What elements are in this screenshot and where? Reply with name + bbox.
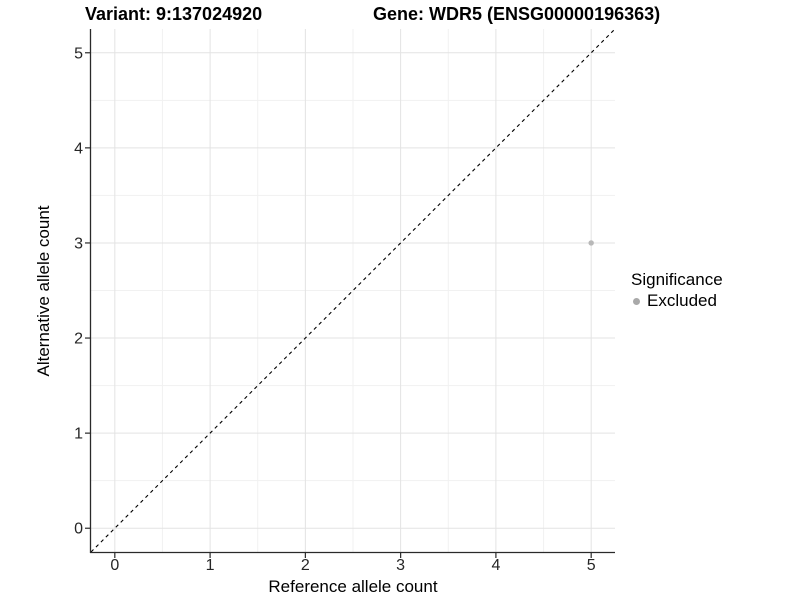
plot-title-gene: Gene: WDR5 (ENSG00000196363) <box>373 4 661 24</box>
legend-item-excluded: Excluded <box>631 291 723 311</box>
legend: Significance Excluded <box>631 270 723 311</box>
identity-line <box>90 28 616 553</box>
y-tick-label: 0 <box>74 521 83 538</box>
plot-title-variant: Variant: 9:137024920 <box>85 4 263 24</box>
legend-key-dot-icon <box>633 297 640 305</box>
legend-title: Significance <box>631 270 723 289</box>
y-tick-label: 5 <box>74 45 83 62</box>
y-tick-label: 3 <box>74 235 83 252</box>
data-point <box>588 240 594 246</box>
y-axis-title: Alternative allele count <box>34 205 53 377</box>
x-tick-label: 0 <box>110 557 119 574</box>
x-tick-label: 3 <box>396 557 405 574</box>
y-tick-label: 4 <box>74 140 83 157</box>
y-tick-label: 1 <box>74 426 83 443</box>
x-tick-label: 2 <box>301 557 310 574</box>
x-tick-label: 4 <box>491 557 500 574</box>
x-axis-title: Reference allele count <box>268 577 438 596</box>
y-tick-label: 2 <box>74 331 83 348</box>
x-tick-label: 1 <box>206 557 215 574</box>
x-tick-label: 5 <box>587 557 596 574</box>
legend-item-label: Excluded <box>647 291 717 310</box>
